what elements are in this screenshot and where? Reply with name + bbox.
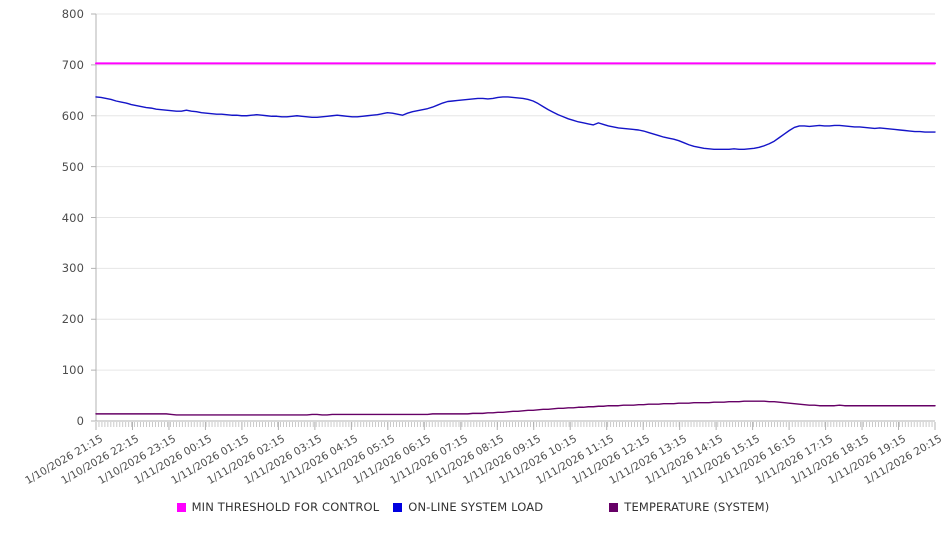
legend-swatch-icon [176,502,186,512]
series-temperature-system [95,400,936,416]
legend-swatch-icon [609,502,619,512]
y-axis-tick-label: 800 [61,7,84,21]
axis-lines [91,13,935,422]
legend-label: TEMPERATURE (SYSTEM) [624,500,770,514]
y-axis-tick-label: 700 [61,57,84,72]
gridlines [96,13,935,422]
series-on-line-system-load [95,96,936,151]
data-series-layer [95,62,936,416]
legend-swatch-icon [393,502,403,512]
legend-item[interactable]: TEMPERATURE (SYSTEM) [609,500,769,514]
legend-label: ON-LINE SYSTEM LOAD [408,500,544,514]
y-axis-tick-label: 400 [61,210,84,225]
y-axis-tick-label: 600 [61,108,84,123]
chart-plot-area [91,13,936,430]
x-axis-tick-marks [95,422,936,430]
y-axis-tick-label: 100 [61,363,84,378]
y-axis-tick-label: 500 [61,159,84,174]
legend-item[interactable]: ON-LINE SYSTEM LOAD [393,500,543,514]
y-axis-tick-label: 300 [61,261,84,276]
legend-item[interactable]: MIN THRESHOLD FOR CONTROL [176,500,380,514]
chart-legend: MIN THRESHOLD FOR CONTROL ON-LINE SYSTEM … [0,497,946,517]
legend-label: MIN THRESHOLD FOR CONTROL [191,500,380,514]
line-chart: 800 700 600 500 400 300 200 100 0 1/10/2026 21:1… [0,7,946,517]
y-axis-tick-label: 0 [76,414,84,428]
y-axis-tick-label: 200 [61,312,84,327]
